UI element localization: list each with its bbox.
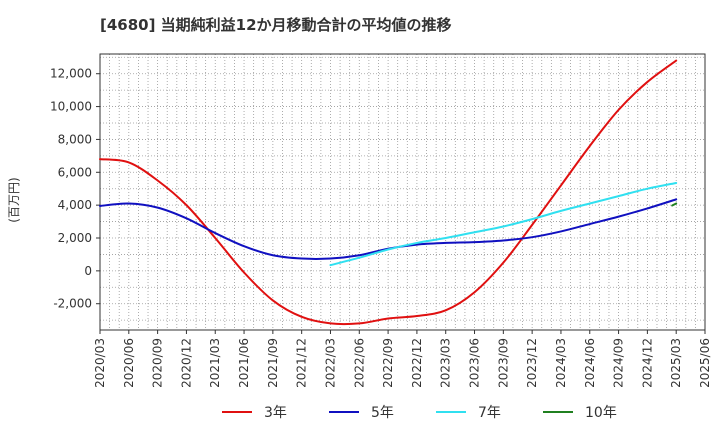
x-tick-label: 2023/03 <box>439 338 453 388</box>
series-layer <box>99 59 678 326</box>
x-tick-label: 2020/06 <box>122 338 136 388</box>
legend-label-4: 10年 <box>585 405 617 421</box>
plot-frame <box>99 53 706 331</box>
x-tick-label: 2020/09 <box>151 338 165 388</box>
y-tick-label: 2,000 <box>58 231 92 245</box>
x-tick-label: 2022/06 <box>352 338 366 388</box>
x-axis-ticks: 2020/03 2020/06 2020/09 2020/12 2021/03 2021/… <box>93 330 712 388</box>
legend: 3年 5年 7年 10年 <box>222 405 617 421</box>
y-axis-label: (百万円) <box>7 177 21 222</box>
y-tick-label: -2,000 <box>53 297 92 311</box>
legend-label-2: 5年 <box>371 405 394 421</box>
series-line-4 <box>671 202 678 207</box>
x-tick-label: 2023/12 <box>525 338 539 388</box>
x-tick-label: 2024/06 <box>583 338 597 388</box>
x-tick-label: 2023/06 <box>468 338 482 388</box>
x-tick-label: 2024/12 <box>640 338 654 388</box>
x-tick-label: 2021/09 <box>266 338 280 388</box>
x-tick-label: 2020/03 <box>93 338 107 388</box>
series-line-3 <box>329 181 678 267</box>
chart-title: [4680] 当期純利益12か月移動合計の平均値の推移 <box>100 16 452 34</box>
x-tick-label: 2022/12 <box>410 338 424 388</box>
x-tick-label: 2020/12 <box>179 338 193 388</box>
x-tick-label: 2024/03 <box>554 338 568 388</box>
y-tick-label: 12,000 <box>50 67 92 81</box>
x-tick-label: 2024/09 <box>612 338 626 388</box>
y-tick-label: 4,000 <box>58 198 92 212</box>
x-tick-label: 2025/06 <box>698 338 712 388</box>
series-line-1 <box>99 59 678 326</box>
x-tick-label: 2021/12 <box>295 338 309 388</box>
y-tick-label: 0 <box>84 264 92 278</box>
x-tick-label: 2022/09 <box>381 338 395 388</box>
y-axis-ticks: -2,000 0 2,000 4,000 6,000 8,000 10,000 12,000 <box>50 67 100 311</box>
grid-layer <box>99 54 706 330</box>
legend-label-3: 7年 <box>478 405 501 421</box>
x-tick-label: 2023/09 <box>496 338 510 388</box>
x-tick-label: 2022/03 <box>323 338 337 388</box>
y-tick-label: 8,000 <box>58 132 92 146</box>
x-tick-label: 2021/06 <box>237 338 251 388</box>
y-tick-label: 6,000 <box>58 165 92 179</box>
x-tick-label: 2025/03 <box>669 338 683 388</box>
x-tick-label: 2021/03 <box>208 338 222 388</box>
legend-label-1: 3年 <box>264 405 287 421</box>
y-tick-label: 10,000 <box>50 100 92 114</box>
